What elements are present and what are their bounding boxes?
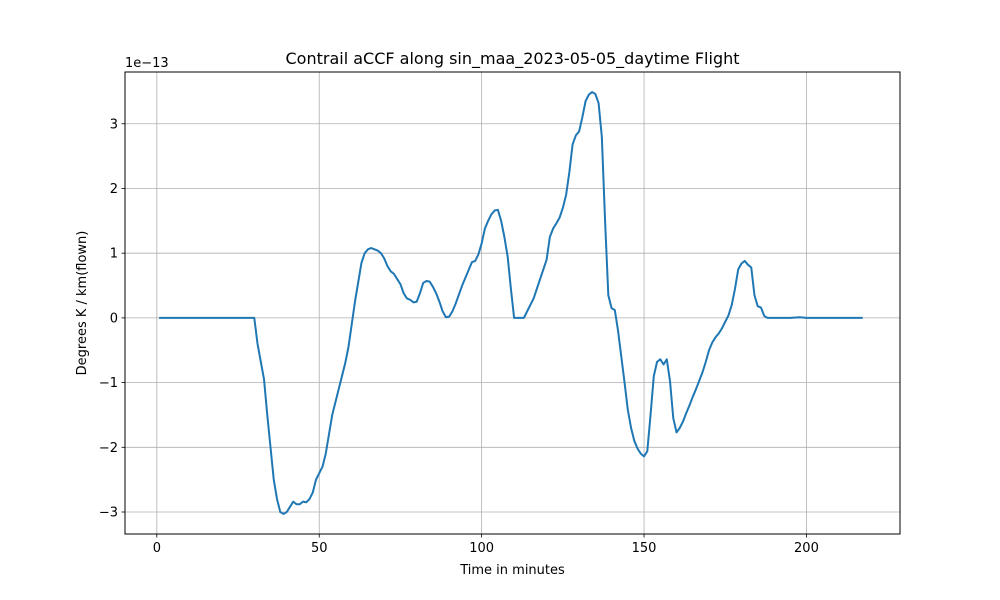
gridlines [125,72,900,534]
series-line [159,91,863,515]
y-tick-label: 3 [110,117,118,132]
y-axis-label: Degrees K / km(flown) [75,231,90,376]
x-tick-label: 100 [469,541,494,556]
y-tick-label: −3 [99,506,118,521]
y-tick-label: −1 [99,376,118,391]
x-tick-label: 150 [632,541,657,556]
axis-ticks: 0 50 100 150 200 −3 −2 −1 0 1 2 3 [99,117,819,556]
x-axis-label: Time in minutes [459,563,565,578]
series-layer [159,91,863,515]
y-tick-label: 1 [110,247,118,262]
chart-title: Contrail aCCF along sin_maa_2023-05-05_d… [285,49,739,69]
x-tick-label: 50 [311,541,328,556]
y-tick-label: 0 [110,311,118,326]
y-tick-label: 2 [110,182,118,197]
x-tick-label: 0 [153,541,161,556]
y-axis-offset-label: 1e−13 [125,56,169,71]
x-tick-label: 200 [794,541,819,556]
y-tick-label: −2 [99,441,118,456]
plot-frame [124,71,901,535]
